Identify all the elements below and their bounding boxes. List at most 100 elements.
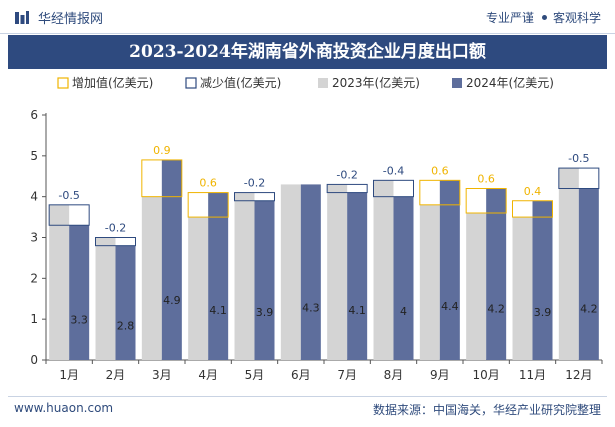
legend-label-1: 增加值(亿美元)	[72, 75, 153, 90]
value-label-2024-12: 4.2	[580, 303, 598, 316]
footer-source: 数据来源：中国海关，华经产业研究院整理	[372, 403, 601, 417]
increase-box-3	[141, 159, 183, 198]
x-tick-label-10: 10月	[473, 368, 500, 382]
y-tick-label: 4	[30, 190, 38, 204]
x-tick-label-12: 12月	[565, 368, 592, 382]
header-tags: 专业严谨 客观科学	[486, 9, 601, 26]
chart-svg: 增加值(亿美元) 减少值(亿美元) 2023年(亿美元) 2024年(亿美元) 012…	[30, 75, 603, 382]
decrease-box-5	[234, 192, 275, 202]
y-tick-label: 3	[30, 231, 38, 245]
increase-box-9	[419, 179, 461, 206]
bar-2023-7	[327, 184, 348, 360]
legend-swatch-3	[318, 78, 328, 88]
bar-2023-10	[466, 213, 487, 360]
x-tick-label-3: 3月	[152, 368, 172, 382]
tag-separator-dot-icon	[541, 15, 547, 20]
bar-2024-12	[578, 188, 599, 360]
y-tick-label: 5	[30, 149, 38, 163]
decrease-box-8	[373, 179, 414, 198]
value-label-2024-6: 4.3	[302, 301, 320, 314]
change-label-10: 0.6	[477, 173, 495, 186]
brand-logo-icon	[15, 10, 29, 24]
bar-2024-11	[532, 200, 553, 360]
decrease-box-12	[558, 167, 600, 190]
x-tick-label-9: 9月	[430, 368, 450, 382]
change-label-3: 0.9	[153, 144, 171, 157]
x-tick-label-1: 1月	[59, 368, 79, 382]
value-label-2024-5: 3.9	[256, 306, 274, 319]
increase-box-11	[512, 200, 553, 218]
bar-2023-1	[49, 204, 70, 360]
header-bar: 华经情报网 专业严谨 客观科学	[0, 0, 615, 34]
bar-2024-3	[161, 159, 182, 360]
bar-2024-5	[254, 200, 275, 360]
bar-2023-6	[280, 184, 301, 360]
bar-2024-10	[486, 188, 507, 360]
bar-2023-8	[373, 180, 394, 360]
increase-box-10	[465, 188, 507, 214]
value-label-2024-11: 3.9	[534, 306, 552, 319]
legend-label-3: 2023年(亿美元)	[332, 75, 420, 90]
change-label-2: -0.2	[105, 222, 126, 235]
change-label-5: -0.2	[244, 177, 265, 190]
decrease-box-2	[95, 237, 136, 247]
legend-swatch-1	[57, 77, 69, 89]
tag-left: 专业严谨	[485, 11, 534, 25]
footer-website[interactable]: www.huaon.com	[14, 401, 114, 415]
legend-label-2: 减少值(亿美元)	[200, 75, 281, 90]
footer-divider	[8, 396, 607, 397]
bar-2024-9	[439, 180, 460, 360]
value-label-2024-9: 4.4	[441, 300, 459, 313]
change-label-4: 0.6	[199, 177, 217, 190]
change-label-8: -0.4	[383, 164, 404, 177]
x-tick-label-7: 7月	[337, 368, 357, 382]
legend-swatch-4	[452, 78, 462, 88]
x-tick-label-4: 4月	[198, 368, 218, 382]
change-label-1: -0.5	[58, 189, 79, 202]
decrease-box-7	[326, 183, 368, 194]
tag-right: 客观科学	[552, 11, 601, 25]
change-label-11: 0.4	[524, 185, 542, 198]
y-tick-label: 2	[30, 271, 38, 285]
increase-box-4	[187, 192, 229, 218]
bar-2023-2	[95, 237, 116, 360]
x-tick-label-11: 11月	[519, 368, 546, 382]
bar-2023-9	[419, 204, 440, 360]
x-tick-label-8: 8月	[384, 368, 404, 382]
bar-2024-4	[208, 192, 229, 360]
bar-2023-12	[558, 168, 579, 360]
legend-swatch-2	[185, 77, 197, 89]
value-label-2024-2: 2.8	[117, 320, 135, 333]
bar-2024-8	[393, 196, 414, 360]
value-label-2024-7: 4.1	[348, 304, 366, 317]
y-tick-label: 0	[30, 353, 38, 367]
legend: 增加值(亿美元) 减少值(亿美元) 2023年(亿美元) 2024年(亿美元)	[57, 75, 554, 90]
x-tick-label-5: 5月	[245, 368, 265, 382]
bar-2023-11	[512, 217, 533, 360]
legend-label-4: 2024年(亿美元)	[466, 75, 554, 90]
value-label-2024-3: 4.9	[163, 294, 181, 307]
bar-2024-6	[300, 184, 321, 360]
change-label-7: -0.2	[336, 168, 357, 181]
x-tick-label-6: 6月	[291, 368, 311, 382]
change-label-12: -0.5	[568, 152, 589, 165]
value-label-2024-8: 4	[400, 305, 407, 318]
value-label-2024-4: 4.1	[209, 304, 227, 317]
bar-2024-7	[347, 192, 368, 360]
x-tick-label-2: 2月	[106, 368, 126, 382]
decrease-box-1	[48, 204, 90, 226]
bar-2024-2	[115, 245, 136, 360]
y-tick-label: 1	[30, 312, 38, 326]
bar-2023-4	[188, 217, 209, 360]
bar-2023-5	[234, 192, 255, 360]
brand-name: 华经情报网	[38, 12, 104, 27]
bar-2024-1	[69, 225, 90, 360]
change-label-9: 0.6	[431, 164, 449, 177]
value-label-2024-1: 3.3	[70, 314, 88, 327]
plot-area: 0 1 2 3 4 5 6 -0.5 3.3 1月 -0.2 2.8 2月 0.9 4.9 3月 0.6 4.1 4…	[30, 108, 603, 382]
bar-2023-3	[141, 196, 162, 360]
brand[interactable]: 华经情报网	[14, 8, 103, 27]
value-label-2024-10: 4.2	[487, 303, 505, 316]
chart-title: 2023-2024年湖南省外商投资企业月度出口额	[8, 35, 607, 69]
